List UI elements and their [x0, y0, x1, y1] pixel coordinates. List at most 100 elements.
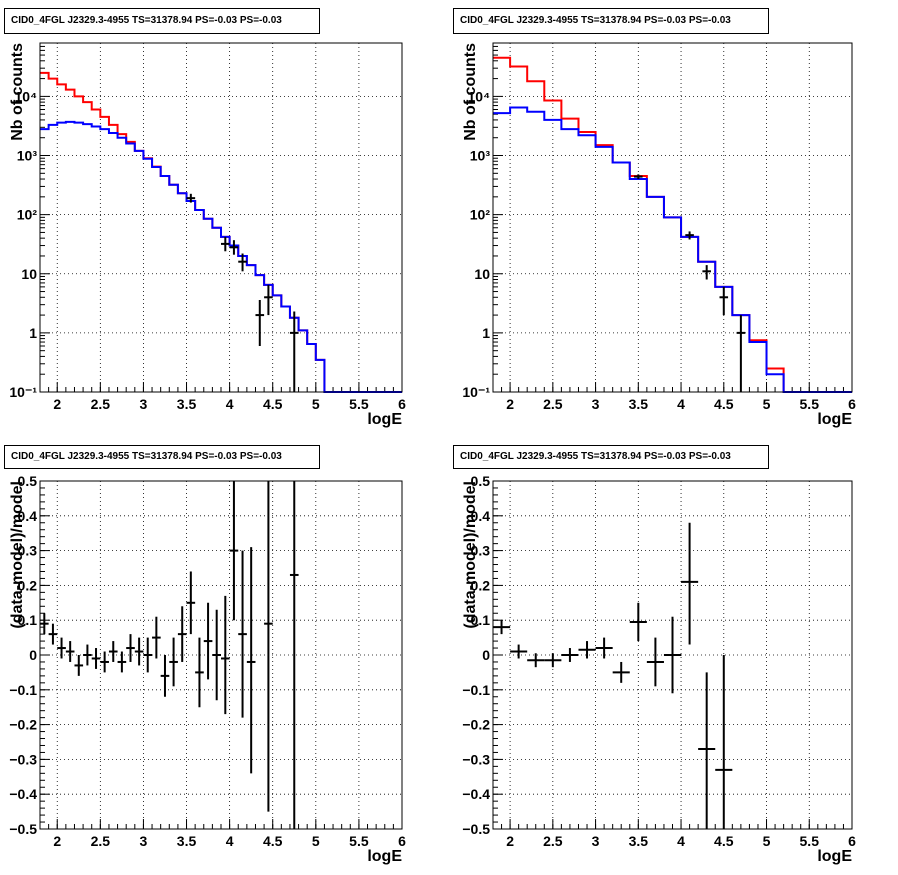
x-tick-label: 6: [398, 396, 406, 412]
residual-point: [681, 522, 699, 645]
x-tick-label: 5.5: [800, 396, 820, 412]
y-tick-label: 0.3: [471, 543, 491, 559]
residual-point: [238, 550, 247, 718]
y-tick-label: 0: [482, 647, 490, 663]
y-tick-label: 10⁴: [468, 88, 491, 104]
y-tick-label: 0.2: [471, 577, 491, 593]
y-tick-label: 10²: [470, 207, 491, 223]
y-tick-label: 1: [29, 325, 37, 341]
plot-frame: [39, 42, 403, 393]
residual-point: [195, 637, 204, 708]
x-tick-label: 4: [226, 396, 234, 412]
residual-point: [212, 609, 221, 701]
x-tick-label: 3.5: [629, 833, 649, 849]
x-tick-label: 6: [848, 396, 856, 412]
x-tick-label: 2.5: [91, 833, 111, 849]
residual-point: [40, 613, 49, 635]
residual-point: [663, 616, 682, 694]
plot-frame: [492, 42, 853, 393]
y-tick-label: 0.5: [471, 473, 491, 489]
data-point: [634, 174, 643, 180]
data-point: [186, 193, 196, 203]
y-tick-label: −0.1: [9, 682, 37, 698]
y-tick-label: 0.4: [18, 508, 38, 524]
x-tick-label: 2: [53, 396, 61, 412]
x-tick-label: 4.5: [263, 833, 283, 849]
data-point: [255, 299, 265, 346]
y-tick-label: 10²: [17, 207, 38, 223]
panel-2: 2 2.5 3 3.5 4 4.5 5 5.5 6 10⁻¹ 1 10 10² 10³ 10⁴ logE Nb …: [462, 42, 856, 428]
residual-point: [289, 481, 299, 829]
x-tick-label: 3: [592, 833, 600, 849]
y-tick-label: 10⁴: [15, 88, 38, 104]
data-point: [229, 240, 239, 255]
data-point: [264, 284, 273, 316]
x-tick-label: 4.5: [263, 396, 283, 412]
y-axis-label: (data-model)/model: [9, 481, 26, 629]
residual-point: [493, 620, 511, 635]
chart-title: CID0_4FGL J2329.3-4955 TS=31378.94 PS=-0…: [453, 445, 769, 469]
y-tick-label: 0.1: [471, 612, 491, 628]
y-tick-label: 0.5: [18, 473, 38, 489]
x-tick-label: 6: [398, 833, 406, 849]
x-tick-label: 3.5: [629, 396, 649, 412]
residual-point: [177, 606, 187, 662]
residual-point: [510, 644, 528, 659]
x-axis-label: logE: [367, 848, 402, 865]
y-axis-label: (data-model)/model: [462, 481, 479, 629]
x-tick-label: 4: [677, 833, 685, 849]
y-tick-label: 0.1: [18, 612, 38, 628]
x-tick-label: 4.5: [714, 833, 734, 849]
residual-point: [108, 641, 118, 662]
x-tick-label: 3.5: [177, 396, 197, 412]
residual-point: [160, 655, 170, 697]
residual-point: [203, 602, 213, 680]
series-line-2: [493, 106, 852, 393]
x-axis-label: logE: [817, 848, 852, 865]
y-tick-label: 0.4: [471, 508, 491, 524]
data-point: [719, 286, 729, 316]
x-tick-label: 5: [763, 396, 771, 412]
x-tick-label: 3: [140, 833, 148, 849]
y-axis-label: Nb of counts: [9, 43, 26, 141]
residual-point: [646, 637, 664, 687]
panel-3: 2 2.5 3 3.5 4 4.5 5 5.5 6 −0.5 −0.4 −0.3 −0.2 −0.1 0 0.…: [9, 473, 406, 865]
y-tick-label: 0.3: [18, 543, 38, 559]
x-tick-label: 3.5: [177, 833, 197, 849]
data-point: [221, 236, 230, 252]
y-tick-label: 10⁻¹: [462, 384, 490, 400]
residual-point: [48, 623, 58, 645]
x-tick-label: 5: [763, 833, 771, 849]
residual-point: [578, 641, 596, 659]
residual-point: [246, 547, 256, 774]
x-tick-label: 2: [506, 396, 514, 412]
residual-point: [595, 637, 613, 659]
x-tick-label: 5.5: [349, 833, 369, 849]
x-tick-label: 2: [506, 833, 514, 849]
residual-point: [143, 637, 153, 673]
x-tick-label: 2.5: [543, 833, 563, 849]
x-tick-label: 5.5: [349, 396, 369, 412]
residual-point: [715, 655, 733, 829]
series-line-2: [40, 120, 402, 393]
x-tick-label: 3: [592, 396, 600, 412]
y-tick-label: −0.4: [9, 786, 37, 802]
data-point: [736, 315, 746, 392]
residual-point: [126, 634, 135, 662]
x-axis-label: logE: [817, 411, 852, 428]
x-tick-label: 4.5: [714, 396, 734, 412]
residual-point: [134, 637, 144, 666]
residual-point: [186, 571, 196, 635]
residual-point: [612, 661, 630, 683]
residual-point: [169, 637, 178, 687]
y-tick-label: 10³: [17, 148, 38, 164]
x-tick-label: 3: [140, 396, 148, 412]
data-point: [685, 231, 694, 240]
x-tick-label: 2.5: [543, 396, 563, 412]
chart-title: CID0_4FGL J2329.3-4955 TS=31378.94 PS=-0…: [4, 445, 320, 469]
chart-title: CID0_4FGL J2329.3-4955 TS=31378.94 PS=-0…: [4, 8, 320, 34]
residual-point: [629, 602, 647, 642]
x-tick-label: 6: [848, 833, 856, 849]
data-point: [289, 311, 299, 392]
